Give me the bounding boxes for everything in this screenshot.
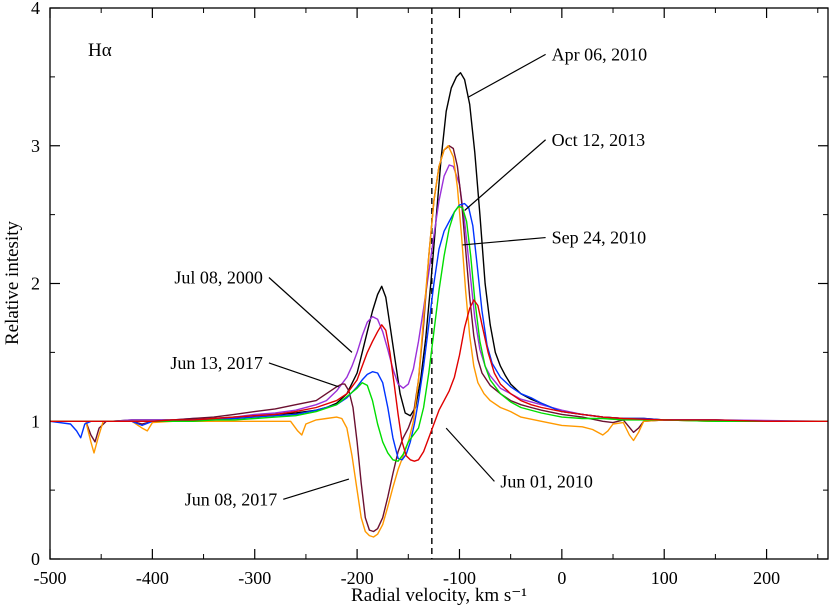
annotation-layer: Apr 06, 2010 Oct 12, 2013 Sep 24, 2010 Jul … (170, 44, 647, 509)
annotation-leader-apr-06-2010 (467, 53, 546, 99)
annotation-label-sep-24-2010: Sep 24, 2010 (552, 228, 647, 248)
x-tick-label: -100 (443, 568, 476, 588)
x-tick-label: 100 (651, 568, 678, 588)
annotation-leader-sep-24-2010 (462, 236, 546, 246)
y-tick-label: 4 (31, 0, 40, 18)
annotation-label-jun-08-2017: Jun 08, 2017 (185, 489, 278, 509)
x-tick-label: -500 (34, 568, 67, 588)
x-tick-label: 200 (753, 568, 780, 588)
y-axis-title: Relative intesity (2, 221, 23, 346)
series-line-jun-13-2017 (50, 145, 828, 533)
annotation-leader-oct-12-2013 (464, 139, 546, 211)
plot-frame (49, 7, 829, 560)
x-tick-label: -200 (341, 568, 374, 588)
annotation-leader-jul-08-2000 (268, 277, 353, 353)
tick-labels: -500 -400 -300 -200 -100 0 100 200 0 1 2 3 4 (31, 0, 780, 588)
annotation-label-oct-12-2013: Oct 12, 2013 (552, 130, 646, 150)
annotation-leader-jun-01-2010 (445, 427, 495, 482)
annotation-label-jun-01-2010: Jun 01, 2010 (500, 471, 593, 491)
axis-ticks (49, 7, 828, 560)
x-tick-label: 0 (557, 568, 566, 588)
x-axis-title: Radial velocity, km s⁻¹ (351, 585, 527, 606)
panel-label: Hα (88, 40, 112, 61)
y-tick-label: 1 (31, 411, 40, 431)
annotation-leader-jun-13-2017 (268, 362, 339, 388)
annotation-label-jul-08-2000: Jul 08, 2000 (174, 268, 263, 288)
series-line-jun-01-2010 (50, 299, 828, 462)
annotation-leader-jun-08-2017 (283, 478, 350, 500)
series-layer (50, 72, 828, 538)
y-tick-label: 0 (31, 549, 40, 569)
x-tick-label: -300 (238, 568, 271, 588)
x-tick-label: -400 (136, 568, 169, 588)
annotation-label-apr-06-2010: Apr 06, 2010 (552, 44, 648, 64)
y-tick-label: 3 (31, 136, 40, 156)
y-tick-label: 2 (31, 274, 40, 294)
annotation-label-jun-13-2017: Jun 13, 2017 (170, 353, 263, 373)
series-line-oct-12-2013 (50, 205, 828, 462)
